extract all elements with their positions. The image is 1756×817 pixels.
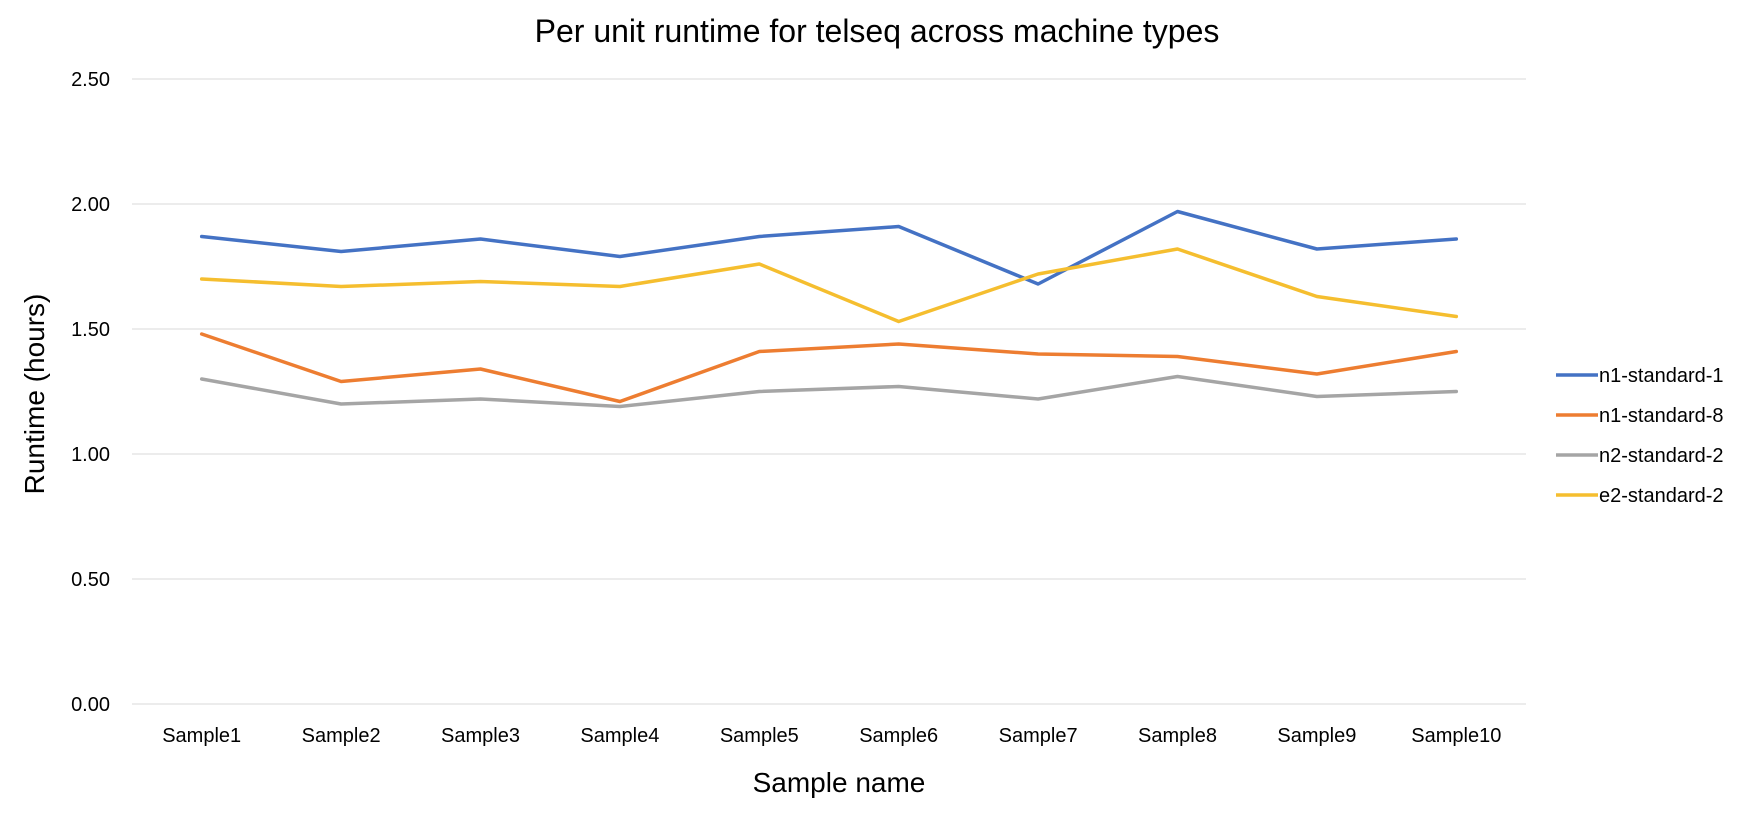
series-line-n2-standard-2	[199, 374, 1459, 409]
y-tick-label: 1.00	[71, 444, 110, 466]
series-line-n1-standard-8	[199, 332, 1459, 404]
x-axis-ticks: Sample1 Sample2 Sample3 Sample4 Sample5 Sampl…	[162, 725, 1501, 747]
legend: n1-standard-1 n1-standard-8 n2-standard-2 e…	[1556, 365, 1724, 507]
x-tick-label: Sample7	[999, 725, 1078, 747]
y-tick-label: 1.50	[71, 319, 110, 341]
legend-item: n1-standard-1	[1556, 365, 1724, 387]
series-lines	[199, 209, 1459, 409]
x-tick-label: Sample9	[1277, 725, 1356, 747]
legend-label: n1-standard-1	[1599, 365, 1724, 387]
y-axis-title: Runtime (hours)	[19, 294, 50, 495]
x-tick-label: Sample3	[441, 725, 520, 747]
gridlines	[132, 78, 1526, 705]
legend-label: n1-standard-8	[1599, 405, 1724, 427]
x-tick-label: Sample2	[302, 725, 381, 747]
y-tick-label: 2.50	[71, 69, 110, 91]
legend-label: n2-standard-2	[1599, 445, 1724, 467]
y-axis-ticks: 0.00 0.50 1.00 1.50 2.00 2.50	[71, 69, 110, 716]
x-tick-label: Sample10	[1411, 725, 1501, 747]
x-tick-label: Sample5	[720, 725, 799, 747]
x-axis-title: Sample name	[753, 767, 926, 798]
x-tick-label: Sample4	[580, 725, 659, 747]
legend-item: n2-standard-2	[1556, 445, 1724, 467]
y-tick-label: 0.00	[71, 694, 110, 716]
x-tick-label: Sample1	[162, 725, 241, 747]
x-tick-label: Sample6	[859, 725, 938, 747]
y-tick-label: 2.00	[71, 194, 110, 216]
y-tick-label: 0.50	[71, 569, 110, 591]
legend-label: e2-standard-2	[1599, 485, 1724, 507]
x-tick-label: Sample8	[1138, 725, 1217, 747]
chart-title: Per unit runtime for telseq across machi…	[535, 13, 1220, 49]
legend-item: n1-standard-8	[1556, 405, 1724, 427]
series-line-e2-standard-2	[199, 247, 1459, 324]
series-line-n1-standard-1	[199, 209, 1459, 286]
legend-item: e2-standard-2	[1556, 485, 1724, 507]
